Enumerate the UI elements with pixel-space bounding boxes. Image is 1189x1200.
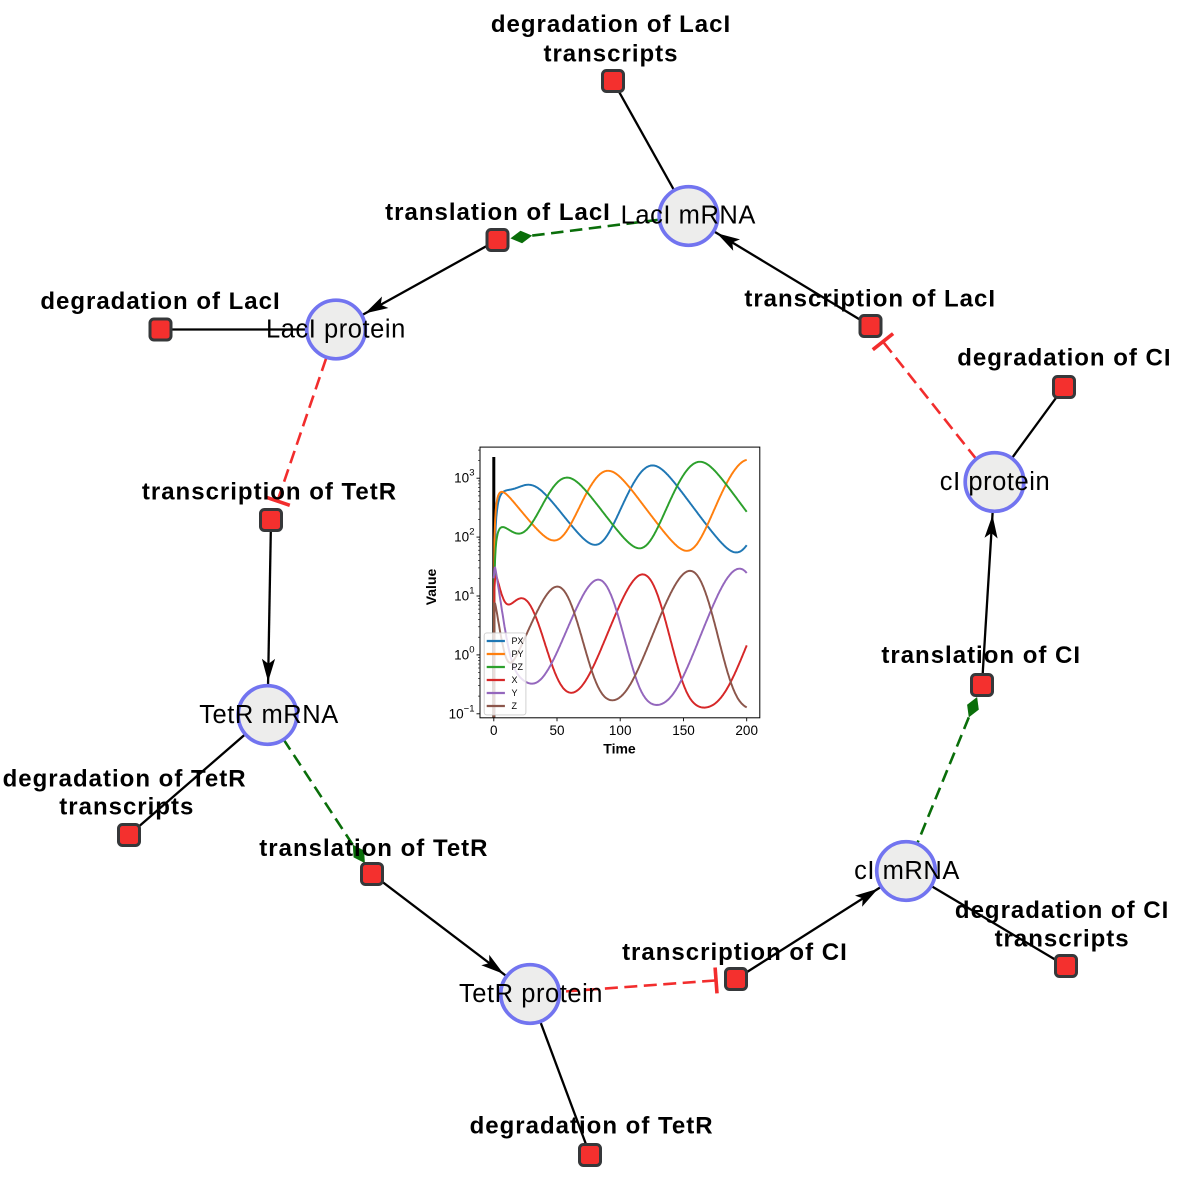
- svg-text:transcripts: transcripts: [543, 41, 678, 68]
- svg-text:cI protein: cI protein: [940, 468, 1050, 496]
- svg-text:TetR mRNA: TetR mRNA: [199, 701, 339, 729]
- svg-text:Y: Y: [512, 688, 518, 698]
- svg-text:50: 50: [549, 723, 564, 738]
- svg-text:PZ: PZ: [512, 662, 524, 672]
- svg-text:translation of CI: translation of CI: [881, 642, 1081, 669]
- svg-text:degradation of TetR: degradation of TetR: [470, 1113, 714, 1140]
- svg-text:Time: Time: [603, 741, 636, 757]
- svg-text:PY: PY: [512, 649, 524, 659]
- svg-text:degradation of LacI: degradation of LacI: [491, 11, 731, 38]
- svg-text:transcription of TetR: transcription of TetR: [142, 479, 397, 506]
- svg-text:degradation of LacI: degradation of LacI: [40, 288, 280, 315]
- svg-text:0: 0: [490, 723, 498, 738]
- svg-text:Z: Z: [512, 701, 518, 711]
- svg-text:degradation of TetR: degradation of TetR: [3, 766, 247, 793]
- svg-text:degradation of CI: degradation of CI: [957, 345, 1171, 372]
- svg-text:X: X: [512, 675, 518, 685]
- svg-text:LacI protein: LacI protein: [266, 316, 406, 344]
- svg-text:Value: Value: [423, 569, 439, 606]
- svg-text:translation of LacI: translation of LacI: [385, 199, 611, 226]
- svg-text:translation of TetR: translation of TetR: [259, 835, 488, 862]
- svg-text:LacI mRNA: LacI mRNA: [621, 202, 756, 230]
- svg-text:200: 200: [735, 723, 758, 738]
- svg-text:150: 150: [672, 723, 695, 738]
- svg-text:cI mRNA: cI mRNA: [854, 857, 960, 885]
- svg-text:100: 100: [609, 723, 632, 738]
- svg-text:PX: PX: [512, 636, 524, 646]
- svg-text:degradation of CI: degradation of CI: [955, 897, 1169, 924]
- svg-text:transcripts: transcripts: [995, 926, 1130, 953]
- svg-text:transcripts: transcripts: [59, 794, 194, 821]
- svg-text:transcription of LacI: transcription of LacI: [744, 286, 996, 313]
- svg-text:transcription of CI: transcription of CI: [622, 939, 848, 966]
- svg-text:TetR protein: TetR protein: [459, 980, 603, 1008]
